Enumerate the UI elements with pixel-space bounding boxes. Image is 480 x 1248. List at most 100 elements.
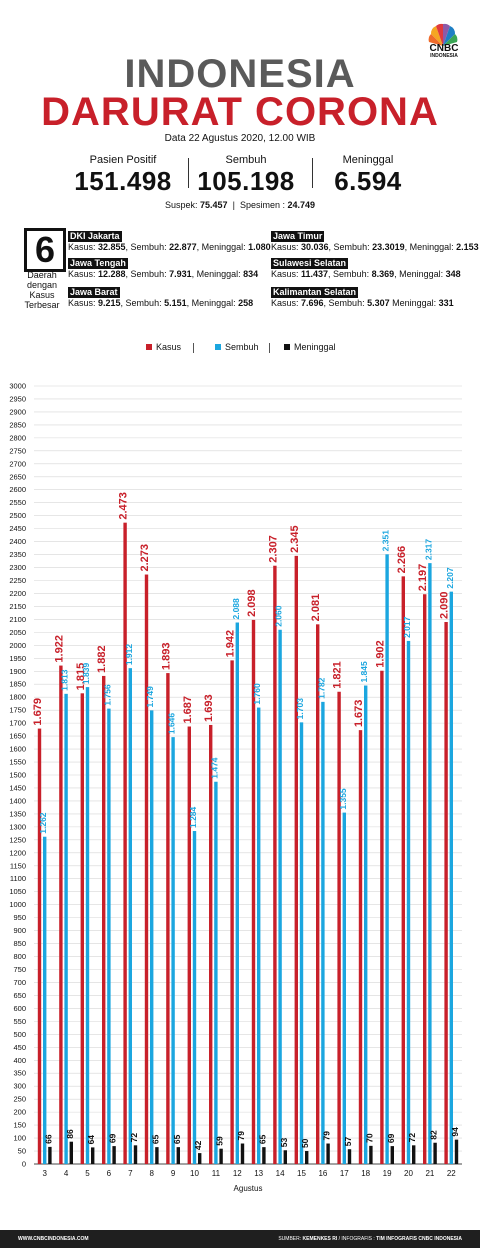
stat-divider xyxy=(312,158,313,188)
y-tick-label: 1800 xyxy=(9,693,26,702)
bar-sembuh xyxy=(299,722,304,1164)
x-tick-label: 3 xyxy=(42,1169,47,1178)
data-label-meninggal: 53 xyxy=(279,1138,289,1148)
bar-kasus xyxy=(380,670,384,1164)
stat-positif: Pasien Positif 151.498 xyxy=(48,154,198,196)
bar-sembuh xyxy=(342,812,346,1164)
bar-meninggal xyxy=(454,1139,459,1164)
y-tick-label: 2900 xyxy=(9,407,26,416)
bar-sembuh xyxy=(43,836,47,1164)
region-detail: Kasus: 9.215, Sembuh: 5.151, Meninggal: … xyxy=(68,298,254,308)
region-count-box: 6 xyxy=(24,228,66,272)
data-label-meninggal: 79 xyxy=(236,1131,246,1141)
bar-meninggal xyxy=(198,1153,202,1164)
y-tick-label: 600 xyxy=(13,1004,26,1013)
caption-line: dengan xyxy=(26,280,58,290)
x-tick-label: 16 xyxy=(318,1169,327,1178)
stat-meninggal: Meninggal 6.594 xyxy=(293,154,443,196)
x-tick-label: 10 xyxy=(190,1169,199,1178)
region-detail: Kasus: 12.288, Sembuh: 7.931, Meninggal:… xyxy=(68,269,259,279)
data-label-kasus: 2.307 xyxy=(267,535,279,563)
data-label-kasus: 2.266 xyxy=(396,546,408,574)
data-label-meninggal: 70 xyxy=(364,1133,374,1143)
y-tick-label: 1000 xyxy=(9,900,26,909)
bar-meninggal xyxy=(240,1143,245,1164)
caption-line: Kasus xyxy=(29,290,55,300)
region-kalimantan-selatan: Kalimantan Selatan Kasus: 7.696, Sembuh:… xyxy=(271,287,454,309)
bar-kasus xyxy=(209,724,213,1164)
y-tick-label: 2350 xyxy=(9,550,26,559)
bar-sembuh xyxy=(449,591,453,1164)
y-tick-label: 2500 xyxy=(9,511,26,520)
bar-kasus xyxy=(273,565,277,1164)
region-name: Jawa Barat xyxy=(68,287,120,298)
bar-kasus xyxy=(166,673,170,1164)
y-tick-label: 850 xyxy=(13,939,26,948)
bar-sembuh xyxy=(214,781,218,1164)
y-tick-label: 1750 xyxy=(9,706,26,715)
data-label-meninggal: 50 xyxy=(300,1138,310,1148)
y-tick-label: 1250 xyxy=(9,835,26,844)
stat-label: Sembuh xyxy=(225,154,267,166)
y-tick-label: 1500 xyxy=(9,771,26,780)
data-label-sembuh: 2.351 xyxy=(381,530,391,552)
data-label-sembuh: 1.262 xyxy=(38,812,48,834)
y-tick-label: 350 xyxy=(13,1069,26,1078)
y-tick-label: 3000 xyxy=(9,382,26,391)
y-tick-label: 2650 xyxy=(9,472,26,481)
bar-kasus xyxy=(401,576,405,1164)
data-label-meninggal: 42 xyxy=(193,1140,203,1150)
y-tick-label: 1150 xyxy=(10,861,26,870)
bar-meninggal xyxy=(155,1147,159,1164)
data-label-sembuh: 1.646 xyxy=(167,713,177,735)
y-tick-label: 2700 xyxy=(9,459,26,468)
data-label-meninggal: 65 xyxy=(150,1134,160,1144)
bar-sembuh xyxy=(385,554,389,1164)
y-tick-label: 150 xyxy=(13,1121,26,1130)
y-tick-label: 1950 xyxy=(9,654,26,663)
y-tick-label: 700 xyxy=(13,978,26,987)
bar-sembuh xyxy=(128,668,132,1164)
data-label-kasus: 1.815 xyxy=(75,663,87,691)
data-label-meninggal: 64 xyxy=(86,1135,96,1145)
legend-label: Kasus xyxy=(156,342,182,352)
bar-meninggal xyxy=(390,1146,394,1164)
bar-kasus xyxy=(251,619,256,1164)
legend-swatch xyxy=(215,344,221,350)
y-tick-label: 250 xyxy=(13,1095,26,1104)
y-tick-label: 2600 xyxy=(9,485,26,494)
y-tick-label: 1400 xyxy=(9,796,26,805)
logo-text: CNBC xyxy=(429,43,459,54)
bar-sembuh xyxy=(64,693,68,1164)
y-tick-label: 2200 xyxy=(9,589,26,598)
bar-kasus xyxy=(294,555,298,1164)
y-tick-label: 1300 xyxy=(9,822,26,831)
caption-line: Daerah xyxy=(27,270,57,280)
y-tick-label: 1650 xyxy=(9,732,26,741)
data-label-meninggal: 72 xyxy=(129,1133,139,1143)
data-label-kasus: 2.098 xyxy=(246,589,258,617)
y-tick-label: 100 xyxy=(13,1134,26,1143)
y-tick-label: 1200 xyxy=(9,848,26,857)
data-label-kasus: 1.687 xyxy=(182,696,194,724)
data-label-meninggal: 57 xyxy=(343,1136,353,1146)
bar-sembuh xyxy=(406,640,411,1164)
bar-chart: 0501001502002503003504004505005506006507… xyxy=(9,382,462,1193)
bar-meninggal xyxy=(412,1145,416,1164)
bar-meninggal xyxy=(326,1143,330,1164)
data-label-kasus: 1.942 xyxy=(225,630,237,658)
region-detail: Kasus: 32.855, Sembuh: 22.877, Meninggal… xyxy=(68,242,271,252)
suspek-label: Suspek: xyxy=(165,200,201,210)
data-label-meninggal: 82 xyxy=(429,1130,439,1140)
bar-kasus xyxy=(316,624,320,1164)
data-label-sembuh: 1.474 xyxy=(209,757,219,779)
bar-sembuh xyxy=(192,831,197,1164)
data-label-meninggal: 72 xyxy=(407,1133,417,1143)
y-tick-label: 2100 xyxy=(9,615,26,624)
footer-website: WWW.CNBCINDONESIA.COM xyxy=(18,1236,89,1242)
data-label-kasus: 1.893 xyxy=(160,643,172,671)
stat-label: Pasien Positif xyxy=(89,154,157,166)
region-name: Sulawesi Selatan xyxy=(271,258,349,269)
cnbc-peacock-logo-icon xyxy=(428,23,458,46)
bar-kasus xyxy=(123,522,127,1164)
